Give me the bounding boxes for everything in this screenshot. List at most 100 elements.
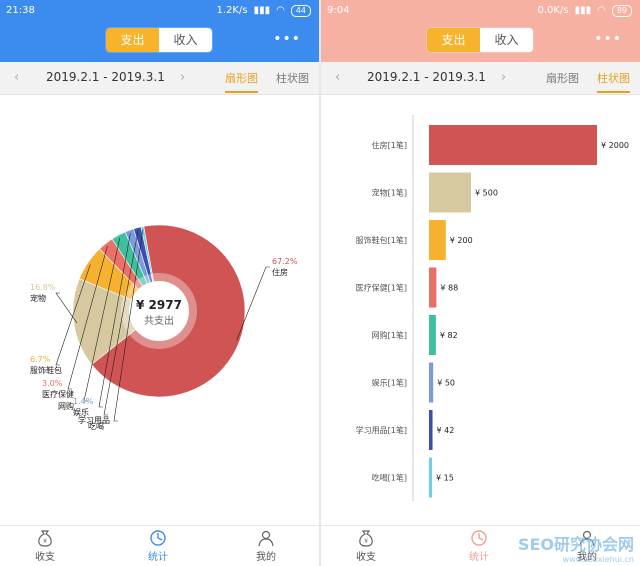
chevron-left-icon[interactable]: ‹: [14, 70, 20, 85]
leader-line: [83, 237, 121, 402]
more-icon[interactable]: •••: [594, 31, 622, 47]
status-bar: 21:38 1.2K/s ▮▮▮ ◠ 44: [0, 0, 319, 22]
tab-bar-chart[interactable]: 柱状图: [597, 70, 630, 93]
expense-tab[interactable]: 支出: [106, 28, 159, 52]
bar-category-label: 网购[1笔]: [372, 330, 407, 340]
tab-pie-chart[interactable]: 扇形图: [225, 70, 258, 93]
bar[interactable]: [429, 220, 446, 260]
bar-value-label: ¥ 88: [440, 284, 458, 293]
watermark: SEO研究协会网 www.seoxiehui.cn: [518, 535, 634, 564]
pie-screen: 21:38 1.2K/s ▮▮▮ ◠ 44 支出 收入 ••• ‹ 2019.2…: [0, 0, 319, 566]
clock-chart-icon: [150, 530, 166, 546]
pie-content: 67.2% 住房 16.8% 宠物 6.7% 服饰鞋包 3.0% 医疗保健 网购 1.4% 娱乐 学习…: [0, 95, 319, 527]
battery-icon: 89: [611, 5, 632, 17]
nav-label: 收支: [356, 552, 376, 563]
bar-value-label: ¥ 82: [440, 331, 458, 340]
date-bar: ‹ 2019.2.1 - 2019.3.1 › 扇形图 柱状图: [0, 62, 319, 95]
category-label: 娱乐: [73, 407, 89, 417]
bar[interactable]: [429, 457, 432, 498]
income-tab[interactable]: 收入: [480, 28, 533, 52]
bar-category-label: 吃喝[1笔]: [372, 473, 407, 483]
status-bar: 9:04 0.0K/s ▮▮▮ ◠ 89: [321, 0, 640, 22]
bar-category-label: 娱乐[1笔]: [372, 378, 407, 388]
nav-label: 统计: [469, 552, 489, 563]
battery-icon: 44: [290, 5, 311, 17]
clock-chart-icon: [471, 530, 487, 546]
bar[interactable]: [429, 267, 437, 308]
bottom-nav: ¥ 收支 统计 我的: [321, 525, 640, 566]
category-label: 住房: [272, 267, 288, 277]
user-icon: [579, 530, 595, 547]
bar[interactable]: [429, 315, 436, 355]
nav-label: 收支: [35, 552, 55, 563]
tab-pie-chart[interactable]: 扇形图: [546, 72, 579, 85]
nav-income-expense[interactable]: ¥ 收支: [336, 528, 396, 563]
expense-tab[interactable]: 支出: [427, 28, 480, 52]
money-bag-icon: ¥: [359, 530, 373, 547]
leader-line: [55, 264, 91, 366]
nav-income-expense[interactable]: ¥ 收支: [15, 528, 75, 563]
bar-content: 住房[1笔] ¥ 2000 宠物[1笔] ¥ 500 服饰鞋包[1笔] ¥ 200 医疗保健…: [321, 95, 640, 527]
chevron-left-icon[interactable]: ‹: [335, 70, 341, 85]
income-tab[interactable]: 收入: [159, 28, 212, 52]
bottom-nav: ¥ 收支 统计 我的: [0, 525, 319, 566]
bar-category-label: 学习用品[1笔]: [356, 425, 407, 435]
bar-screen: 9:04 0.0K/s ▮▮▮ ◠ 89 支出 收入 ••• ‹ 2019.2.…: [321, 0, 640, 566]
chevron-right-icon[interactable]: ›: [501, 70, 507, 85]
date-range[interactable]: 2019.2.1 - 2019.3.1: [367, 70, 486, 84]
expense-income-toggle: 支出 收入: [427, 28, 533, 52]
watermark-sub: www.seoxiehui.cn: [562, 555, 634, 564]
bar[interactable]: [429, 172, 471, 213]
category-label: 宠物: [30, 293, 46, 303]
money-bag-icon: ¥: [38, 530, 52, 547]
tab-bar-chart[interactable]: 柱状图: [276, 72, 309, 85]
nav-statistics[interactable]: 统计: [449, 528, 509, 563]
nav-label: 统计: [148, 552, 168, 563]
more-icon[interactable]: •••: [273, 31, 301, 47]
pie-slice[interactable]: [72, 278, 160, 365]
bar-category-label: 医疗保健[1笔]: [356, 283, 407, 293]
chevron-right-icon[interactable]: ›: [180, 70, 186, 85]
bar[interactable]: [429, 125, 597, 165]
bar-value-label: ¥ 50: [437, 379, 455, 388]
leader-line: [113, 229, 144, 422]
bar-value-label: ¥ 15: [436, 474, 454, 483]
nav-mine[interactable]: 我的: [236, 528, 296, 563]
bar[interactable]: [429, 410, 433, 450]
network-speed: 0.0K/s: [537, 5, 569, 16]
total-amount: ¥ 2977: [136, 298, 182, 312]
nav-statistics[interactable]: 统计: [128, 528, 188, 563]
total-label: 共支出: [144, 314, 174, 327]
svg-text:¥: ¥: [364, 538, 368, 545]
divider: [319, 0, 321, 566]
bar-value-label: ¥ 2000: [601, 141, 629, 150]
percent-label: 3.0%: [42, 379, 63, 388]
leader-line: [98, 233, 131, 408]
leader-line: [55, 292, 78, 323]
watermark-main: SEO研究协会网: [517, 535, 634, 554]
nav-mine[interactable]: 我的: [557, 528, 617, 563]
bar-value-label: ¥ 500: [475, 189, 498, 198]
category-label: 服饰鞋包: [30, 365, 62, 375]
wifi-icon: ◠: [597, 5, 606, 16]
percent-label: 16.8%: [30, 283, 56, 292]
date-range[interactable]: 2019.2.1 - 2019.3.1: [46, 70, 165, 84]
category-label: 医疗保健: [42, 389, 74, 399]
percent-label: 1.4%: [73, 397, 94, 406]
bar-value-label: ¥ 42: [437, 426, 455, 435]
bar-chart: 住房[1笔] ¥ 2000 宠物[1笔] ¥ 500 服饰鞋包[1笔] ¥ 200 医疗保健…: [356, 115, 629, 501]
bar-category-label: 服饰鞋包[1笔]: [356, 235, 407, 245]
leader-line: [103, 230, 139, 416]
nav-label: 我的: [256, 552, 276, 563]
date-bar: ‹ 2019.2.1 - 2019.3.1 › 扇形图 柱状图: [321, 62, 640, 95]
signal-icon: ▮▮▮: [574, 5, 592, 16]
category-label: 学习用品: [78, 415, 110, 425]
bar[interactable]: [429, 362, 434, 403]
category-label: 网购: [58, 401, 74, 411]
leader-line: [236, 266, 270, 341]
signal-icon: ▮▮▮: [253, 5, 271, 16]
bar-category-label: 宠物[1笔]: [372, 188, 407, 198]
nav-label: 我的: [577, 552, 597, 563]
leader-line: [67, 245, 108, 390]
status-time: 21:38: [6, 5, 35, 16]
